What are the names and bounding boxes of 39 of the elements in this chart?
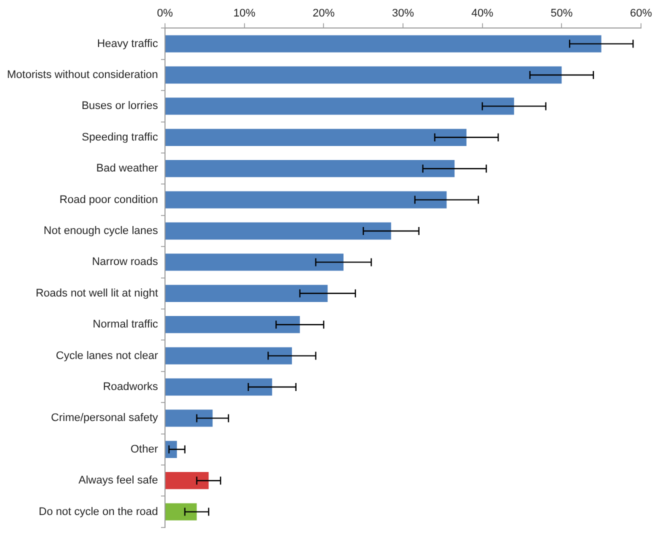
y-tick-label: Roadworks: [102, 381, 159, 394]
bar: [166, 440, 177, 458]
bar: [166, 35, 602, 52]
bar: [166, 472, 209, 490]
y-tick-label: Do not cycle on the road: [38, 506, 158, 518]
y-tick-label: Motorists without consideration: [7, 69, 158, 82]
x-tick-label: 20%: [312, 8, 335, 20]
bar: [166, 316, 300, 334]
bar: [166, 98, 514, 115]
x-tick-label: 50%: [550, 8, 573, 20]
bar: [166, 66, 562, 84]
bar: [166, 503, 197, 520]
y-tick-label: Narrow roads: [92, 256, 159, 268]
bar: [166, 222, 392, 240]
y-tick-label: Not enough cycle lanes: [44, 225, 159, 238]
y-tick-label: Heavy traffic: [97, 38, 159, 50]
bar: [166, 410, 213, 427]
x-tick-label: 60%: [630, 8, 652, 20]
y-tick-label: Other: [130, 443, 158, 456]
bar: [166, 191, 447, 208]
y-tick-label: Speeding traffic: [82, 131, 158, 144]
bar: [166, 254, 344, 271]
y-tick-label: Normal traffic: [92, 318, 159, 331]
x-tick-label: 30%: [392, 8, 414, 20]
x-tick-label: 10%: [233, 8, 256, 20]
y-tick-label: Roads not well lit at night: [36, 287, 158, 300]
y-tick-label: Cycle lanes not clear: [56, 350, 158, 362]
y-tick-label: Crime/personal safety: [51, 412, 158, 424]
bar: [166, 347, 292, 364]
y-tick-label: Buses or lorries: [82, 100, 159, 112]
bar: [166, 284, 328, 302]
x-tick-label: 40%: [471, 8, 494, 20]
y-tick-label: Always feel safe: [78, 474, 158, 487]
y-tick-label: Bad weather: [96, 162, 158, 175]
bar: [166, 378, 272, 396]
bar: [166, 160, 455, 178]
bar: [166, 128, 466, 146]
y-tick-label: Road poor condition: [60, 194, 158, 206]
x-tick-label: 0%: [157, 8, 174, 20]
